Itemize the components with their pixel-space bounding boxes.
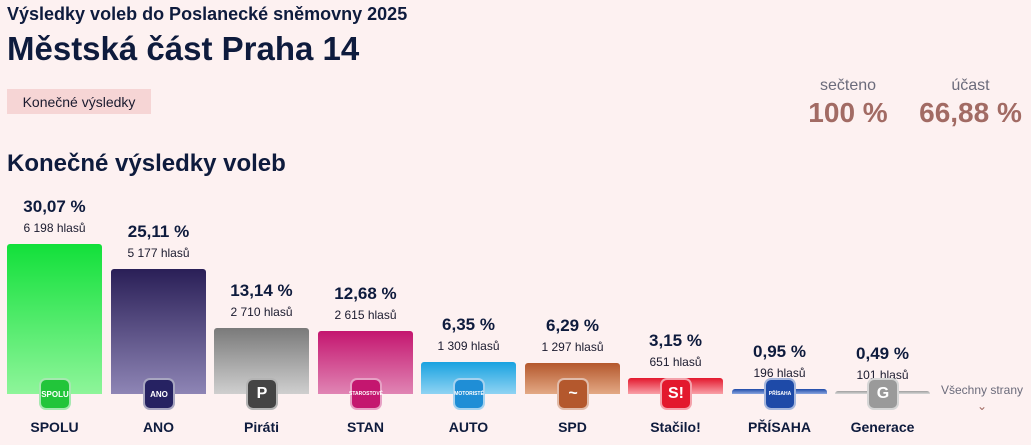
votes-label: 6 198 hlasů: [23, 221, 86, 235]
percent-label: 0,95 %: [753, 342, 806, 361]
turnout-label: účast: [951, 77, 990, 94]
all-parties-label: Všechny strany: [940, 383, 1024, 397]
votes-label: 1 309 hlasů: [437, 339, 500, 353]
percent-label: 3,15 %: [649, 331, 702, 350]
percent-label: 6,35 %: [442, 315, 495, 334]
party-name: Generace: [850, 419, 915, 435]
turnout-stat: účast 66,88 %: [913, 77, 1028, 129]
party-name: Stačilo!: [650, 419, 701, 435]
votes-label: 1 297 hlasů: [541, 340, 604, 354]
party-logo-icon: G: [867, 378, 899, 410]
party-logo-icon: S!: [660, 378, 692, 410]
bar-0[interactable]: [7, 244, 102, 394]
party-name: PŘÍSAHA: [747, 419, 811, 435]
party-name: SPOLU: [30, 419, 79, 435]
party-name: AUTO: [448, 419, 489, 435]
party-name: SPD: [558, 419, 587, 435]
party-logo-icon: MOTORISTÉ: [453, 378, 485, 410]
votes-label: 196 hlasů: [753, 366, 806, 380]
all-parties-button[interactable]: Všechny strany ⌄: [937, 383, 1027, 413]
counted-label: sečteno: [819, 77, 877, 94]
section-title: Konečné výsledky voleb: [7, 150, 286, 177]
party-logo-icon: ~: [557, 378, 589, 410]
bar-1[interactable]: [111, 269, 206, 394]
party-name: STAN: [346, 419, 385, 435]
percent-label: 6,29 %: [546, 316, 599, 335]
votes-label: 651 hlasů: [649, 355, 702, 369]
party-logo-icon: ANO: [143, 378, 175, 410]
party-name: ANO: [142, 419, 175, 435]
percent-label: 12,68 %: [334, 284, 397, 303]
votes-label: 5 177 hlasů: [127, 246, 190, 260]
votes-label: 2 615 hlasů: [334, 308, 397, 322]
counted-value: 100 %: [808, 97, 888, 128]
percent-label: 13,14 %: [230, 281, 293, 300]
counted-stat: sečteno 100 %: [803, 77, 893, 129]
page-title: Městská část Praha 14: [7, 30, 360, 67]
percent-label: 25,11 %: [127, 222, 190, 241]
votes-label: 2 710 hlasů: [230, 305, 293, 319]
percent-label: 30,07 %: [23, 197, 86, 216]
page-supertitle: Výsledky voleb do Poslanecké sněmovny 20…: [7, 4, 408, 24]
party-logo-icon: P: [246, 378, 278, 410]
turnout-value: 66,88 %: [919, 97, 1022, 128]
chevron-down-icon: ⌄: [976, 399, 988, 413]
status-badge: Konečné výsledky: [7, 89, 151, 114]
percent-label: 0,49 %: [856, 344, 909, 363]
party-logo-icon: SPOLU: [39, 378, 71, 410]
party-logo-icon: STAROSTOVÉ: [349, 378, 383, 410]
party-logo-icon: PŘÍSAHA: [764, 378, 796, 410]
party-name: Piráti: [243, 419, 279, 435]
